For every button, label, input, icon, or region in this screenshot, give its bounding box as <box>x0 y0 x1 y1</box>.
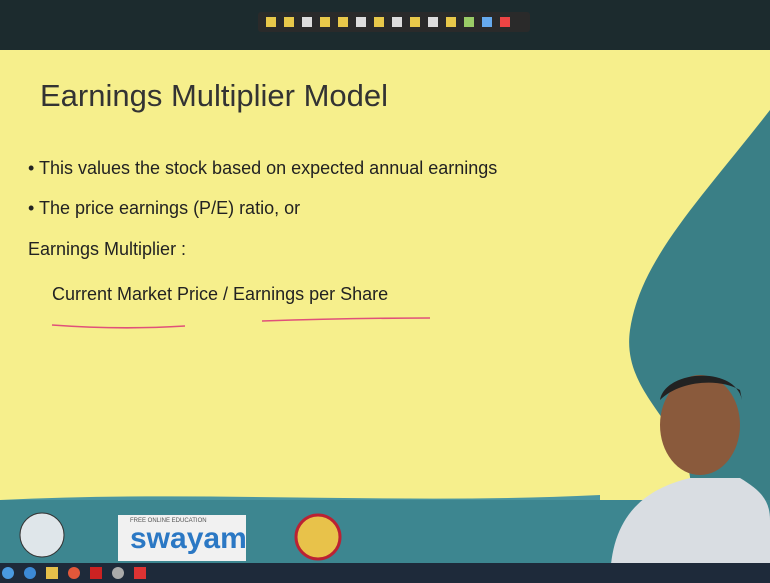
formula: Current Market Price / Earnings per Shar… <box>52 284 388 305</box>
nptel-logo <box>296 515 340 559</box>
text-line: Earnings Multiplier : <box>28 239 186 260</box>
slide-title: Earnings Multiplier Model <box>40 78 388 114</box>
screen: Earnings Multiplier Model • This values … <box>0 0 770 583</box>
band-edge <box>0 495 600 500</box>
bullet: • The price earnings (P/E) ratio, or <box>28 198 300 219</box>
bullet-text: This values the stock based on expected … <box>39 158 497 178</box>
iit-logo <box>20 513 64 557</box>
underline <box>262 318 430 321</box>
bullet: • This values the stock based on expecte… <box>28 158 497 179</box>
underline <box>52 325 185 328</box>
bullet-text: The price earnings (P/E) ratio, or <box>39 198 300 218</box>
logo-name: swayam <box>130 522 247 556</box>
